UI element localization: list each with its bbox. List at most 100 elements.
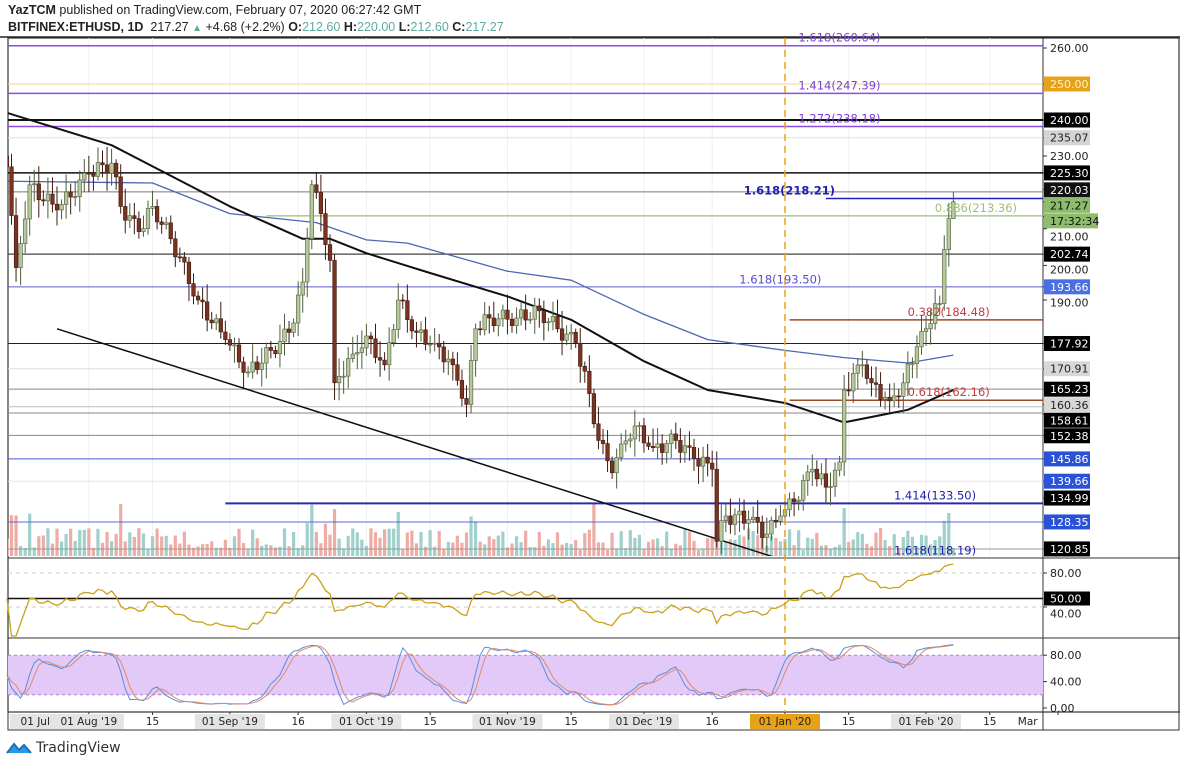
volume-bar xyxy=(201,544,205,556)
candle-down xyxy=(200,299,205,303)
price-badge xyxy=(1044,182,1090,198)
volume-bar xyxy=(792,545,796,556)
price-axis-label: 165.23 xyxy=(1050,383,1089,396)
volume-bar xyxy=(696,549,701,556)
candle-down xyxy=(68,191,73,198)
symbol-label[interactable]: BITFINEX:ETHUSD, 1D xyxy=(8,20,144,34)
volume-bar xyxy=(569,543,573,556)
open-label: O: xyxy=(288,20,303,34)
volume-bar xyxy=(892,534,896,556)
candle-up xyxy=(819,473,824,480)
fib-level-label: 1.414(247.39) xyxy=(798,78,880,92)
volume-bar xyxy=(41,535,45,556)
volume-bar xyxy=(464,532,469,556)
candle-down xyxy=(136,218,142,232)
candle-up xyxy=(937,303,942,305)
candle-up xyxy=(623,440,628,445)
volume-bar xyxy=(19,546,23,556)
time-label-box xyxy=(891,714,962,729)
price-axis-label: 170.91 xyxy=(1050,363,1089,376)
price-badge xyxy=(1044,197,1090,213)
time-axis-label: 15 xyxy=(423,716,436,728)
time-axis-label: 16 xyxy=(706,716,720,728)
volume-bar xyxy=(819,545,823,556)
price-axis-label: 210.00 xyxy=(1050,230,1089,243)
candle-down xyxy=(578,342,583,367)
candle-up xyxy=(882,396,888,400)
price-badge xyxy=(1044,514,1090,530)
price-badge xyxy=(1044,246,1090,262)
candle-up xyxy=(723,515,728,521)
volume-bar xyxy=(46,528,50,556)
candle-down xyxy=(114,162,119,178)
candle-down xyxy=(182,256,187,263)
candle-down xyxy=(646,442,651,447)
price-axis-label: 152.38 xyxy=(1050,430,1089,443)
stoch-d-line xyxy=(6,644,954,706)
candle-up xyxy=(942,249,947,304)
candle-down xyxy=(209,319,214,324)
candle-up xyxy=(482,314,487,331)
volume-bar xyxy=(442,549,446,556)
time-label-box xyxy=(472,714,543,729)
ma-200-line xyxy=(8,180,954,364)
candle-down xyxy=(478,328,483,331)
candle-down xyxy=(241,361,246,373)
volume-bar xyxy=(255,538,259,556)
volume-bar xyxy=(888,546,892,556)
candle-down xyxy=(464,398,469,405)
candle-down xyxy=(255,361,260,370)
candle-up xyxy=(532,305,537,320)
candle-down xyxy=(582,366,587,372)
volume-bar xyxy=(860,533,864,556)
tradingview-brand[interactable]: TradingView xyxy=(6,740,121,756)
candle-down xyxy=(227,339,233,346)
stoch-axis-label: 0.00 xyxy=(1050,702,1075,715)
volume-bar xyxy=(323,523,328,556)
volume-bar xyxy=(383,529,387,556)
candle-down xyxy=(678,440,683,453)
author[interactable]: YazTCM xyxy=(8,3,56,17)
low-label: L: xyxy=(398,20,411,34)
volume-bar xyxy=(592,503,596,556)
candle-down xyxy=(414,330,419,333)
volume-bar xyxy=(769,535,773,556)
candle-down xyxy=(100,162,105,166)
candle-down xyxy=(13,215,19,268)
fib-level-label: 1.618(218.21) xyxy=(744,183,835,197)
candle-down xyxy=(9,166,14,216)
price-badge xyxy=(1044,473,1090,489)
volume-bar xyxy=(815,532,819,556)
tradingview-logo-icon xyxy=(6,742,32,754)
volume-bar xyxy=(160,536,164,556)
volume-bar xyxy=(191,547,196,556)
price-axis-label: 202.74 xyxy=(1050,248,1089,261)
candle-up xyxy=(73,196,78,198)
candle-up xyxy=(246,371,251,374)
volume-bar xyxy=(287,546,291,556)
price-axis-label: 177.92 xyxy=(1050,337,1089,350)
volume-bar xyxy=(901,537,905,556)
candle-up xyxy=(842,389,847,463)
candle-up xyxy=(628,438,633,442)
stoch-k-line xyxy=(6,644,954,706)
volume-bar xyxy=(292,531,296,556)
candle-up xyxy=(77,179,82,197)
volume-bar xyxy=(351,528,355,556)
candle-down xyxy=(118,176,123,207)
candle-up xyxy=(655,443,660,448)
price-axis-label: 139.66 xyxy=(1050,475,1089,488)
volume-bar xyxy=(269,545,273,556)
candle-up xyxy=(514,317,519,326)
rsi-line xyxy=(6,563,954,637)
candle-down xyxy=(286,328,292,333)
volume-bar xyxy=(865,543,869,556)
volume-bar xyxy=(196,546,200,556)
fib-level-label: 0.618(162.16) xyxy=(908,385,990,399)
candle-up xyxy=(232,344,237,347)
price-badge xyxy=(1044,165,1090,181)
volume-bar xyxy=(610,532,614,556)
candle-up xyxy=(141,228,146,232)
candle-down xyxy=(791,498,797,502)
